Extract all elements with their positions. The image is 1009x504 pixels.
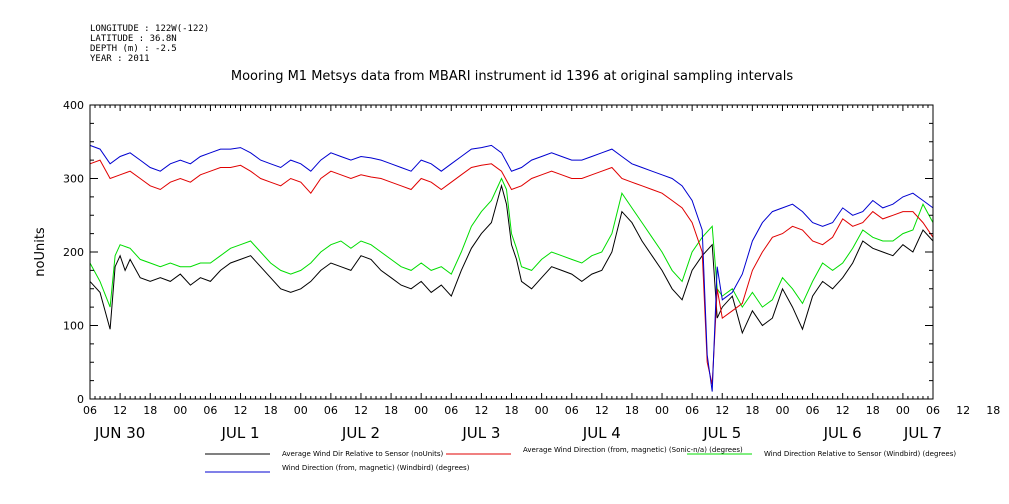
longitude-label: LONGITUDE : 122W(-122): [90, 24, 209, 34]
x-tick-label: 18: [143, 404, 157, 417]
legend: Average Wind Dir Relative to Sensor (noU…: [205, 446, 956, 473]
chart-title: Mooring M1 Metsys data from MBARI instru…: [231, 69, 793, 84]
legend-label-1: Average Wind Dir Relative to Sensor (noU…: [282, 450, 443, 458]
x-tick-label: 00: [896, 404, 910, 417]
y-tick-label: 200: [63, 246, 84, 259]
x-tick-label: 18: [625, 404, 639, 417]
x-day-label: JUL 4: [582, 424, 621, 442]
x-tick-label: 06: [444, 404, 458, 417]
x-tick-label: 18: [505, 404, 519, 417]
x-tick-label: 12: [836, 404, 850, 417]
x-tick-label: 18: [866, 404, 880, 417]
x-day-label: JUL 5: [702, 424, 741, 442]
x-day-label: JUL 3: [461, 424, 500, 442]
x-tick-label: 18: [384, 404, 398, 417]
legend-label-3: Wind Direction Relative to Sensor (Windb…: [764, 450, 956, 458]
x-day-label: JUN 30: [94, 424, 145, 442]
x-tick-label: 06: [565, 404, 579, 417]
x-tick-label: 18: [264, 404, 278, 417]
y-tick-label: 100: [63, 320, 84, 333]
x-tick-label: 00: [414, 404, 428, 417]
series-line-4: [89, 144, 934, 392]
x-day-label: JUL 2: [341, 424, 380, 442]
x-tick-label: 06: [685, 404, 699, 417]
y-tick-label: 300: [63, 173, 84, 186]
x-tick-label: 12: [956, 404, 970, 417]
x-tick-label: 18: [745, 404, 759, 417]
ticks-layer: 06 12 18 00 06 12 18 00 06 12 18 00 06 12 18 00 06 12 18 00…: [63, 99, 1000, 442]
x-tick-label: 12: [113, 404, 127, 417]
x-tick-label: 12: [474, 404, 488, 417]
x-tick-label: 12: [715, 404, 729, 417]
x-tick-label: 06: [324, 404, 338, 417]
x-tick-label: 06: [806, 404, 820, 417]
series-line-2: [89, 159, 934, 385]
x-day-label: JUL 7: [903, 424, 942, 442]
x-tick-label: 06: [203, 404, 217, 417]
y-axis-label: noUnits: [33, 227, 48, 277]
x-tick-label: 00: [173, 404, 187, 417]
x-tick-label: 00: [294, 404, 308, 417]
series-layer: [89, 144, 934, 392]
year-label: YEAR : 2011: [90, 54, 150, 64]
x-day-label: JUL 1: [220, 424, 259, 442]
x-tick-label: 00: [775, 404, 789, 417]
metadata-block: LONGITUDE : 122W(-122) LATITUDE : 36.8N …: [90, 24, 209, 64]
series-line-1: [89, 183, 934, 335]
x-tick-label: 18: [986, 404, 1000, 417]
y-tick-label: 400: [63, 99, 84, 112]
legend-label-2: Average Wind Direction (from, magnetic) …: [523, 446, 743, 454]
plot-frame: [89, 104, 934, 400]
series-line-3: [89, 177, 934, 309]
x-tick-label: 00: [535, 404, 549, 417]
x-tick-label: 06: [926, 404, 940, 417]
y-tick-label: 0: [77, 393, 84, 406]
x-tick-label: 06: [83, 404, 97, 417]
depth-label: DEPTH (m) : -2.5: [90, 44, 177, 54]
x-tick-label: 12: [354, 404, 368, 417]
latitude-label: LATITUDE : 36.8N: [90, 34, 177, 44]
x-tick-label: 12: [234, 404, 248, 417]
x-tick-label: 00: [655, 404, 669, 417]
x-day-label: JUL 6: [823, 424, 862, 442]
x-tick-label: 12: [595, 404, 609, 417]
legend-label-4: Wind Direction (from, magnetic) (Windbir…: [282, 464, 470, 472]
